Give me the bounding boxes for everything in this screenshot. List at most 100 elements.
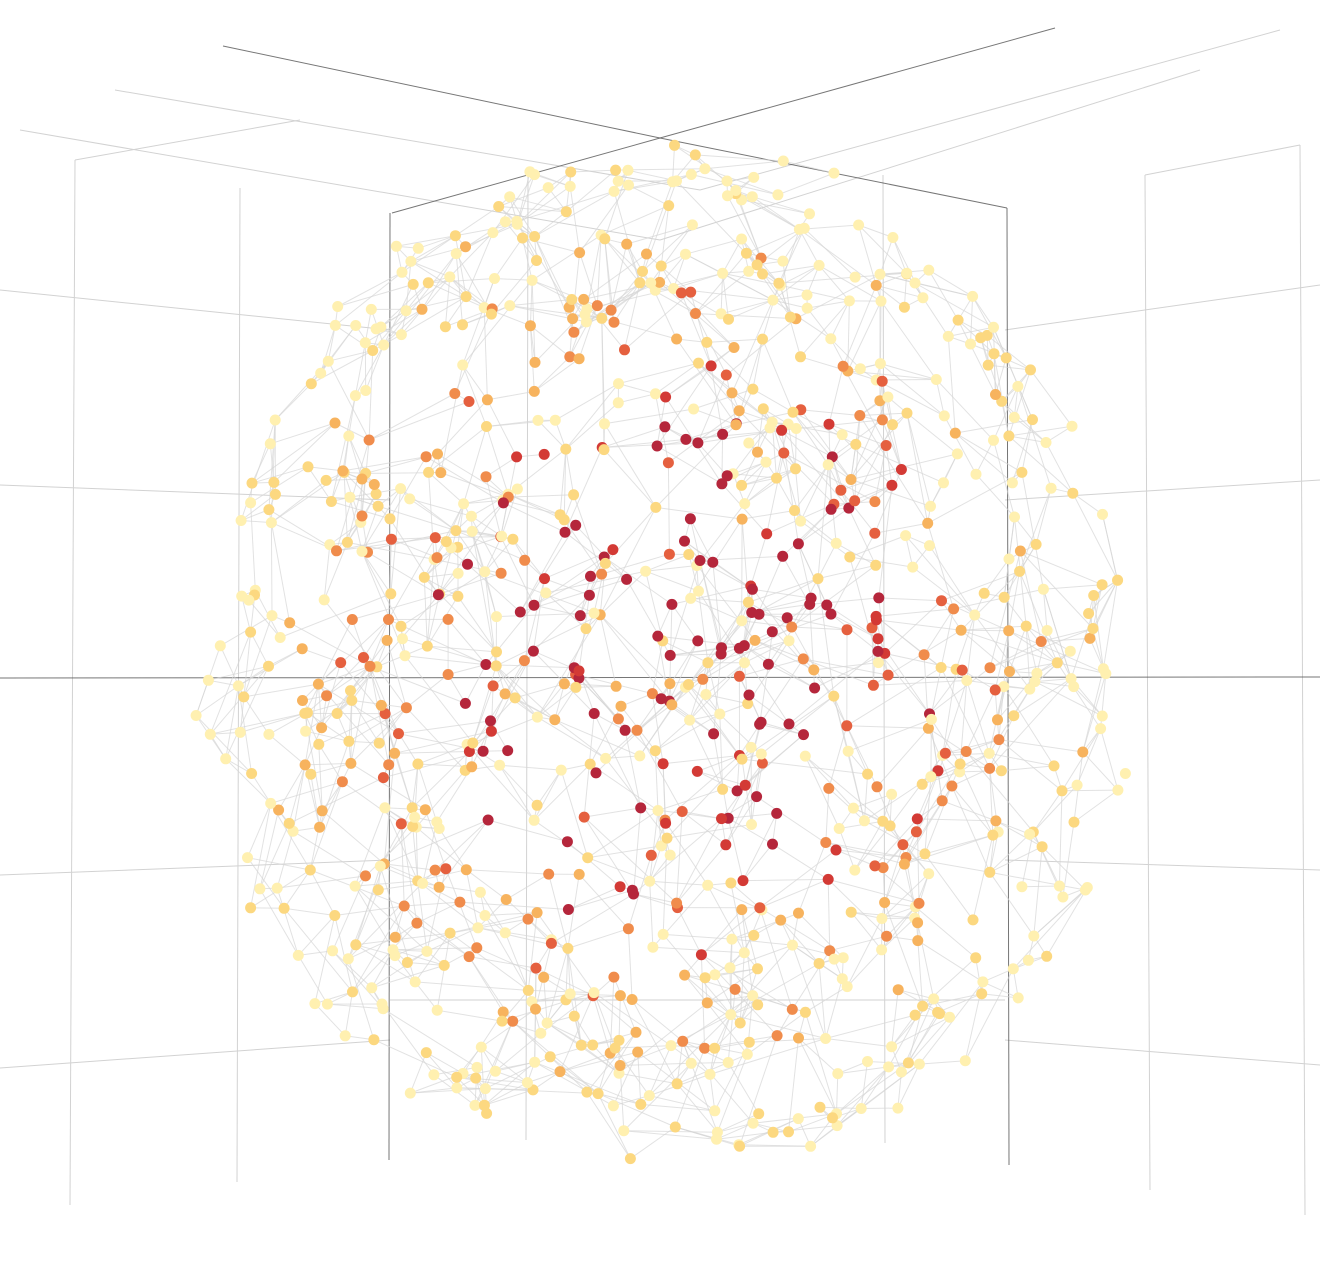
edge [988,364,1031,371]
edge [717,1122,754,1133]
edge [627,855,652,929]
node [1068,816,1080,828]
edge [509,196,536,237]
node [711,1133,722,1145]
edge [1089,638,1104,670]
edge [350,707,407,764]
node [918,649,930,661]
edge [837,1066,889,1075]
edge [1001,400,1047,443]
node [977,976,989,988]
edge [716,1122,754,1140]
node [824,945,836,957]
edge [846,725,878,788]
edge [752,196,800,230]
node [1025,364,1036,376]
edge [759,878,829,909]
node [531,711,543,723]
node [374,860,386,872]
edge [889,755,944,827]
node [375,699,387,711]
node [909,1009,921,1021]
edge [533,819,588,859]
node [876,375,888,387]
edge [799,228,877,286]
edge [817,564,876,580]
edge [614,180,677,192]
node [474,886,486,898]
edge [455,530,486,572]
edge [795,428,797,469]
edge [853,793,892,809]
node [385,588,397,600]
edge [825,1014,916,1039]
node [347,986,358,998]
node [514,606,526,618]
edge [757,408,764,453]
edge [780,284,850,302]
edge [454,235,467,297]
node [822,459,834,471]
node [776,424,788,436]
edge [874,818,918,867]
node [798,222,810,234]
edge [744,461,767,504]
edge [604,238,612,311]
edge [484,1021,514,1089]
edge [727,818,744,881]
node [836,429,848,441]
node [418,571,430,583]
edge [1082,668,1104,753]
edge [1041,637,1090,642]
edge [402,638,497,667]
edge [445,868,478,948]
node [844,551,856,563]
edge [892,237,908,274]
edge [388,537,436,620]
edge [739,952,745,1024]
node [954,758,966,770]
edge [624,730,642,808]
edge [410,260,467,298]
edge [798,842,827,914]
edge [494,237,523,279]
edge [626,224,693,245]
node [635,802,647,814]
node [344,491,356,503]
edge [903,273,908,308]
node [729,983,741,995]
edge [707,995,753,1004]
edge [798,1037,839,1074]
edge [735,411,794,426]
node [526,274,538,286]
node [383,614,394,625]
edge [702,626,792,680]
node [970,468,982,480]
node [699,163,711,175]
node [643,1090,655,1102]
node [734,1140,746,1152]
edge [381,1003,435,1076]
edge [336,538,392,552]
edge [1019,488,1052,572]
node [587,1039,599,1051]
node [912,935,924,947]
axis-line [0,676,1320,679]
node [990,815,1002,827]
edge [597,1093,631,1159]
node [220,753,232,765]
edge [989,628,1094,669]
edge [937,993,982,1013]
node [316,722,328,734]
edge [494,278,533,281]
edge [534,190,615,237]
edge [307,712,350,742]
node [404,493,416,505]
edge [586,282,651,323]
edge [415,827,419,881]
node [481,421,492,432]
edge [583,816,677,904]
edge [942,800,997,822]
node [854,410,866,421]
edge [966,680,990,754]
